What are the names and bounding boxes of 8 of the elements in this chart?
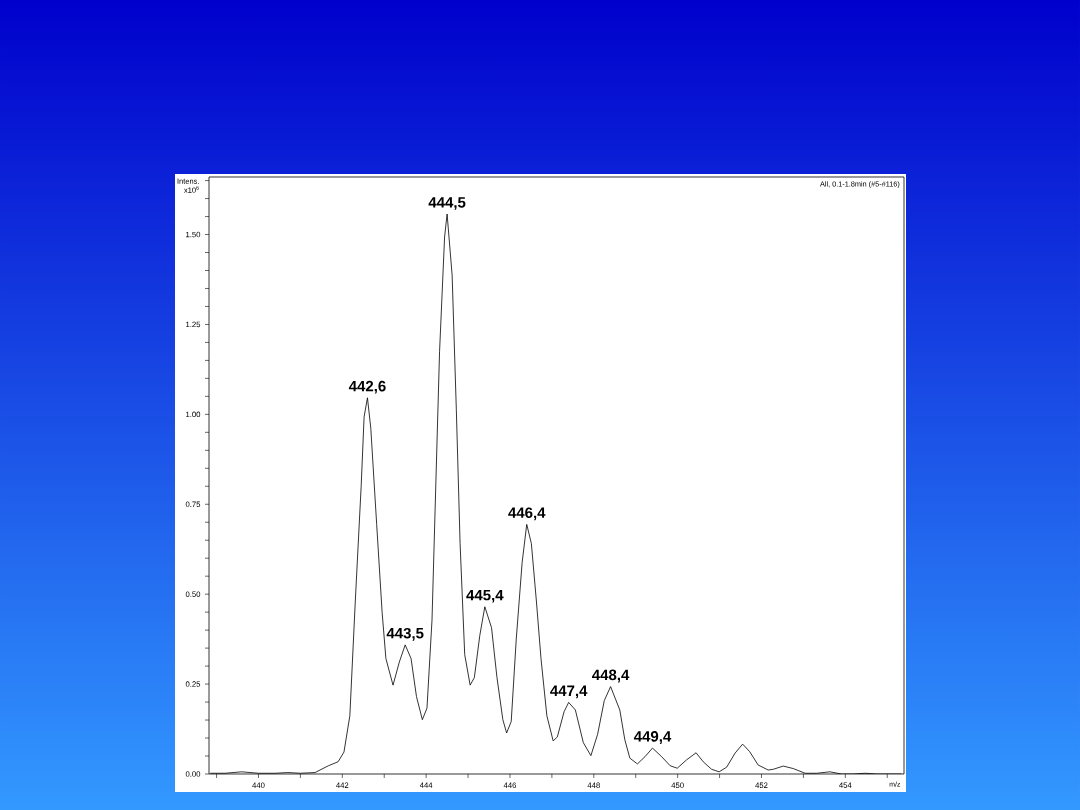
annotation: 449,4 [633, 731, 672, 744]
annotation: 446,4 [508, 507, 546, 521]
annotation: 444,5 [428, 197, 466, 210]
annotation: 448,4 [592, 669, 630, 683]
annotation: 445,4 [466, 589, 504, 603]
annotation: 443,5 [386, 627, 424, 641]
annotation: 447,4 [550, 685, 588, 699]
annotation: 442,6 [348, 380, 386, 394]
